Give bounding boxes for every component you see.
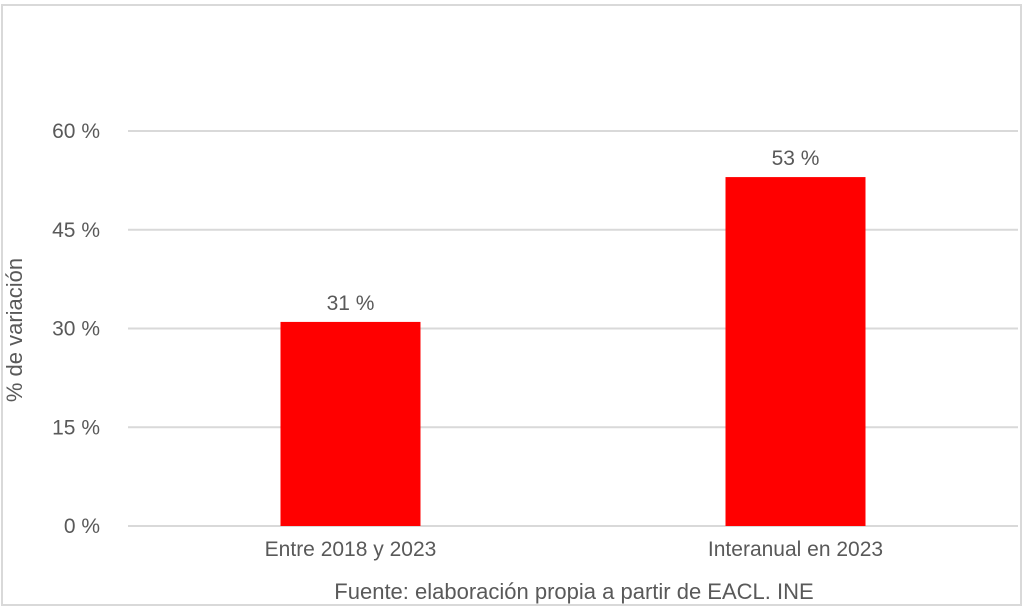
chart-frame [1, 4, 1022, 606]
x-tick-labels: Entre 2018 y 2023 Interanual en 2023 [265, 538, 883, 561]
data-labels: 31 % 53 % [327, 147, 820, 315]
bars [280, 177, 866, 527]
data-label: 53 % [772, 147, 820, 170]
y-tick-label: 45 % [52, 219, 100, 242]
y-tick-label: 30 % [52, 318, 100, 341]
y-tick-label: 0 % [64, 515, 100, 538]
y-tick-label: 60 % [52, 120, 100, 143]
y-axis-title: % de variación [2, 258, 27, 402]
bar [725, 177, 866, 527]
gridlines [128, 130, 1018, 527]
x-tick-label: Entre 2018 y 2023 [265, 538, 437, 561]
x-tick-label: Interanual en 2023 [708, 538, 883, 561]
data-label: 31 % [327, 292, 375, 315]
x-axis-title: Fuente: elaboración propia a partir de E… [334, 579, 813, 604]
y-tick-label: 15 % [52, 416, 100, 439]
y-tick-labels: 0 % 15 % 30 % 45 % 60 % [52, 120, 100, 538]
bar [280, 321, 421, 526]
